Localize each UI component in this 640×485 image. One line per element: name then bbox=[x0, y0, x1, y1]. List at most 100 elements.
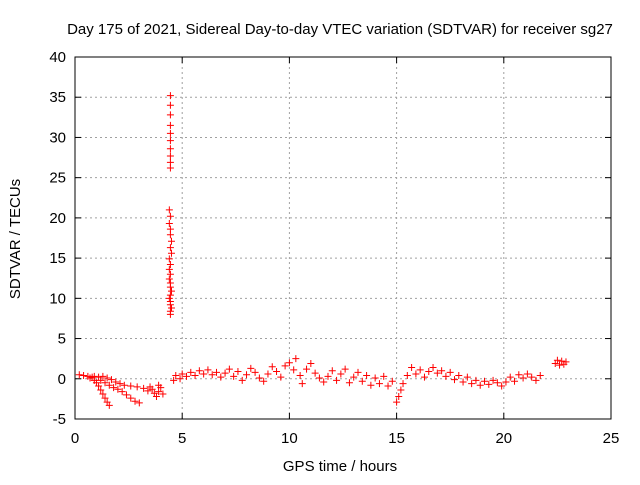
data-point bbox=[528, 373, 536, 381]
chart-title: Day 175 of 2021, Sidereal Day-to-day VTE… bbox=[67, 21, 613, 38]
data-point bbox=[303, 365, 311, 373]
data-point bbox=[296, 372, 304, 380]
data-point bbox=[502, 378, 510, 386]
data-point bbox=[166, 92, 174, 100]
data-point bbox=[172, 372, 180, 380]
data-point bbox=[133, 383, 141, 391]
x-tick-label: 20 bbox=[495, 430, 512, 447]
data-point bbox=[399, 380, 407, 388]
data-point bbox=[120, 381, 128, 389]
y-tick-label: 40 bbox=[49, 49, 66, 66]
x-tick-label: 0 bbox=[71, 430, 79, 447]
data-point bbox=[324, 372, 332, 380]
data-point bbox=[367, 381, 375, 389]
data-point bbox=[116, 380, 124, 388]
data-point bbox=[260, 377, 268, 385]
data-point bbox=[221, 369, 229, 377]
data-point bbox=[191, 372, 199, 380]
data-point bbox=[562, 358, 570, 366]
data-point bbox=[114, 385, 122, 393]
data-point bbox=[511, 377, 519, 385]
x-tick-label: 5 bbox=[178, 430, 186, 447]
x-axis-label: GPS time / hours bbox=[283, 458, 397, 475]
data-point bbox=[255, 374, 263, 382]
data-point bbox=[446, 368, 454, 376]
x-axis-ticks: 0 5 10 15 20 25 bbox=[71, 57, 620, 447]
data-point bbox=[101, 379, 109, 387]
data-point bbox=[166, 152, 174, 160]
data-point bbox=[166, 244, 174, 252]
data-point bbox=[498, 382, 506, 390]
data-point bbox=[450, 376, 458, 384]
data-point bbox=[395, 392, 403, 400]
data-point bbox=[429, 364, 437, 372]
data-point bbox=[307, 359, 315, 367]
grid bbox=[75, 57, 611, 419]
y-tick-label: 20 bbox=[49, 210, 66, 227]
data-point bbox=[438, 367, 446, 375]
data-point bbox=[506, 373, 514, 381]
data-point bbox=[468, 380, 476, 388]
data-point bbox=[363, 372, 371, 380]
data-point bbox=[472, 376, 480, 384]
data-point bbox=[230, 372, 238, 380]
data-point bbox=[110, 384, 118, 392]
data-point bbox=[97, 386, 105, 394]
data-point bbox=[101, 394, 109, 402]
data-point bbox=[166, 121, 174, 129]
data-point bbox=[217, 373, 225, 381]
data-point bbox=[393, 398, 401, 406]
data-point bbox=[155, 381, 163, 389]
data-point bbox=[243, 371, 251, 379]
data-point bbox=[200, 370, 208, 378]
data-point bbox=[412, 370, 420, 378]
data-point bbox=[165, 255, 173, 263]
data-point bbox=[152, 392, 160, 400]
data-point bbox=[532, 376, 540, 384]
data-point bbox=[251, 368, 259, 376]
data-point bbox=[204, 366, 212, 374]
data-point bbox=[281, 362, 289, 370]
data-point bbox=[187, 368, 195, 376]
data-point bbox=[375, 380, 383, 388]
data-point bbox=[86, 374, 94, 382]
y-tick-label: 15 bbox=[49, 250, 66, 267]
data-point bbox=[463, 373, 471, 381]
data-point bbox=[122, 391, 130, 399]
data-point bbox=[553, 356, 561, 364]
data-point bbox=[135, 399, 143, 407]
data-point bbox=[408, 364, 416, 372]
data-point bbox=[337, 370, 345, 378]
data-point bbox=[165, 275, 173, 283]
data-point bbox=[195, 367, 203, 375]
y-axis-label: SDTVAR / TECUs bbox=[7, 179, 24, 299]
data-point bbox=[170, 376, 178, 384]
data-point bbox=[354, 368, 362, 376]
data-point bbox=[350, 373, 358, 381]
data-point bbox=[225, 365, 233, 373]
data-point bbox=[315, 374, 323, 382]
data-point bbox=[388, 377, 396, 385]
data-point bbox=[155, 388, 163, 396]
y-tick-label: 10 bbox=[49, 290, 66, 307]
data-point bbox=[167, 287, 175, 295]
data-point bbox=[103, 374, 111, 382]
data-point bbox=[144, 387, 152, 395]
data-point bbox=[328, 367, 336, 375]
data-point bbox=[118, 388, 126, 396]
data-point bbox=[80, 372, 88, 380]
data-point bbox=[166, 270, 174, 278]
data-point bbox=[165, 265, 173, 273]
data-point bbox=[397, 386, 405, 394]
data-point bbox=[311, 369, 319, 377]
data-point bbox=[556, 361, 564, 369]
data-point bbox=[166, 145, 174, 153]
x-tick-label: 25 bbox=[603, 430, 620, 447]
data-point bbox=[105, 381, 113, 389]
data-point bbox=[166, 261, 174, 269]
data-point bbox=[442, 372, 450, 380]
data-point bbox=[178, 370, 186, 378]
data-point bbox=[285, 359, 293, 367]
